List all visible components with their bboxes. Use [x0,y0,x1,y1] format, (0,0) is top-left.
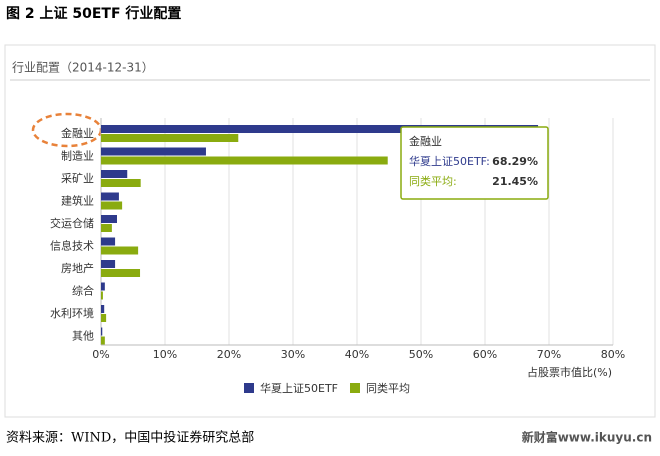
tooltip-label: 同类平均: [409,174,457,188]
tooltip-title: 金融业 [409,134,442,148]
bar [101,224,112,232]
panel [4,44,656,418]
legend-swatch [244,383,254,393]
bar [101,170,128,178]
tooltip: 金融业 华夏上证50ETF: 68.29% 同类平均: 21.45% [400,126,549,200]
x-tick-label: 30% [281,348,305,361]
bar [101,237,116,246]
y-tick-label: 制造业 [61,149,94,163]
bar [101,125,539,133]
bar [101,314,107,322]
y-tick-label: 其他 [72,330,94,343]
bar [101,201,123,210]
y-tick-label: 建筑业 [61,194,94,208]
x-tick-label: 0% [92,348,109,361]
bar [101,192,119,201]
panel-title: 行业配置（2014-12-31） [12,61,154,75]
y-tick-label: 水利环境 [50,306,94,320]
legend-label: 华夏上证50ETF [260,381,338,395]
legend-label: 同类平均 [366,381,410,395]
bar [101,269,141,277]
y-tick-label: 金融业 [61,126,94,140]
x-tick-label: 80% [601,348,625,361]
y-tick-label: 采矿业 [61,172,94,185]
tooltip-value: 68.29% [492,155,538,168]
y-tick-label: 综合 [72,284,94,298]
bar [101,336,105,345]
x-tick-label: 70% [537,348,561,361]
bar [101,156,388,165]
bar [101,305,105,313]
y-tick-label: 交运仓储 [50,216,94,230]
tooltip-box [400,126,549,200]
x-axis-label: 占股票市值比(%) [527,365,612,379]
tooltip-label: 华夏上证50ETF: [409,154,490,168]
bar [101,179,141,187]
bar [101,246,139,255]
tooltip-value: 21.45% [492,175,538,188]
x-tick-label: 20% [217,348,241,361]
figure-title: 图 2 上证 50ETF 行业配置 [6,5,181,22]
bar [101,327,103,336]
y-tick-label: 信息技术 [50,239,94,253]
source: 资料来源：WIND，中国中投证券研究总部 [6,430,254,446]
bar [101,260,116,268]
bar [101,215,117,223]
y-tick-label: 房地产 [61,261,94,275]
bar [101,291,103,300]
x-tick-label: 50% [409,348,433,361]
bar [101,147,206,156]
x-tick-label: 60% [473,348,497,361]
bar [101,282,105,291]
x-tick-label: 40% [345,348,369,361]
x-tick-label: 10% [153,348,177,361]
legend-swatch [350,383,360,393]
watermark: 新财富www.ikuyu.cn [522,430,652,445]
bar [101,134,239,142]
